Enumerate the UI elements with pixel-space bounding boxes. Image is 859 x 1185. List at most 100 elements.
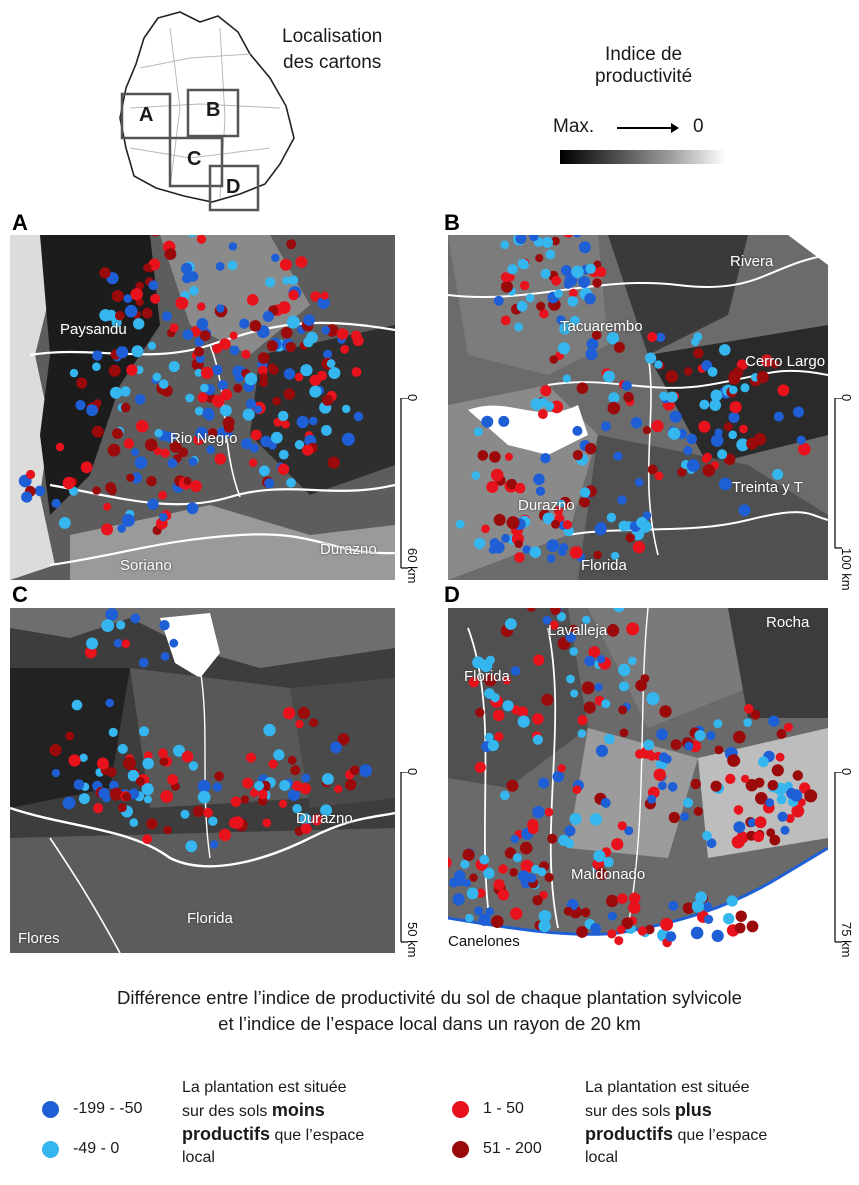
plantation-point [500, 240, 509, 250]
plantation-point [529, 235, 539, 242]
plantation-point [531, 864, 540, 874]
plantation-point [527, 823, 539, 835]
plantation-point [569, 647, 578, 656]
gradient-zero-label: 0 [693, 116, 704, 137]
place-label-durazno-a: Durazno [320, 541, 377, 558]
plantation-point [734, 922, 746, 934]
plantation-point [517, 870, 530, 883]
plantation-point [654, 471, 664, 481]
legend-label-2: -49 - 0 [73, 1140, 120, 1157]
plantation-point [613, 451, 623, 461]
plantation-point [777, 384, 790, 397]
plantation-point [180, 809, 190, 819]
plantation-point [497, 889, 510, 901]
plantation-point [143, 263, 152, 272]
plantation-point [739, 424, 748, 434]
plantation-point [706, 731, 716, 741]
plantation-point [477, 450, 489, 461]
plantation-point [572, 450, 583, 461]
plantation-point [695, 891, 707, 904]
plantation-point [245, 752, 256, 763]
plantation-point [465, 913, 474, 923]
legend-class-4: 51 - 200 [452, 1140, 542, 1158]
plantation-point [26, 469, 36, 480]
map-panel-c-terrain [10, 608, 395, 953]
plantation-point [130, 472, 143, 484]
plantation-point [608, 392, 620, 404]
plantation-point [760, 354, 773, 367]
legend-more-line3: productifs que l’espace [585, 1124, 768, 1144]
plantation-point [623, 391, 634, 403]
plantation-point [282, 707, 296, 720]
plantation-point [328, 367, 341, 379]
plantation-point [668, 427, 681, 440]
plantation-point [775, 752, 785, 762]
plantation-point [228, 242, 238, 251]
plantation-point [309, 718, 319, 728]
plantation-point [753, 831, 764, 843]
plantation-point [199, 330, 211, 341]
plantation-point [796, 435, 806, 445]
plantation-point [532, 805, 545, 819]
plantation-point [209, 840, 219, 849]
plantation-point [69, 368, 79, 378]
plantation-point [117, 524, 126, 533]
plantation-point [604, 733, 615, 745]
index-title-line2: productivité [595, 66, 693, 87]
place-label-tacuarembo: Tacuarembo [560, 318, 643, 335]
plantation-point [502, 676, 511, 685]
plantation-point [135, 419, 149, 433]
plantation-point [714, 745, 724, 755]
plantation-point [736, 438, 750, 452]
plantation-point [595, 867, 608, 880]
plantation-point [583, 701, 596, 714]
plantation-points-c [49, 608, 372, 853]
plantation-point [93, 803, 104, 814]
plantation-point [592, 278, 602, 288]
plantation-point [69, 486, 79, 496]
plantation-point [345, 779, 357, 791]
plantation-point [647, 464, 658, 475]
plantation-point [285, 341, 296, 353]
plantation-point [286, 239, 297, 250]
plantation-point [481, 524, 490, 534]
plantation-point [112, 428, 123, 439]
plantation-point [135, 776, 145, 786]
plantation-point [728, 755, 741, 767]
plantation-point [164, 248, 177, 260]
scale-bar-a: 0 60 km [398, 394, 420, 583]
legend-less-line3: productifs que l’espace [182, 1124, 365, 1144]
plantation-point [197, 302, 206, 311]
legend-dot-light-blue [42, 1140, 59, 1158]
legend-label-1: -199 - -50 [73, 1100, 143, 1117]
plantation-point [320, 804, 333, 817]
plantation-point [242, 777, 254, 789]
plantation-point [743, 718, 752, 727]
place-label-soriano: Soriano [120, 557, 172, 574]
plantation-point [636, 516, 648, 529]
plantation-point [257, 352, 270, 364]
plantation-point [626, 622, 640, 636]
plantation-point [754, 816, 767, 829]
plantation-point [804, 789, 818, 803]
plantation-point [506, 779, 519, 792]
plantation-point [618, 705, 628, 715]
scale-b-zero: 0 [839, 394, 854, 402]
plantation-point [182, 273, 192, 284]
plantation-point [212, 343, 223, 354]
plantation-point [591, 330, 602, 340]
plantation-point [283, 368, 296, 380]
plantation-point [793, 406, 804, 418]
plantation-point [340, 344, 350, 354]
plantation-point [452, 893, 465, 906]
plantation-point [713, 719, 723, 729]
plantation-point [220, 388, 233, 401]
plantation-point [283, 388, 296, 400]
plantation-point [292, 804, 302, 814]
plantation-point [656, 728, 668, 741]
place-label-durazno-c: Durazno [296, 810, 353, 827]
place-label-rio-negro: Rio Negro [170, 430, 238, 447]
plantation-point [563, 906, 573, 916]
plantation-point [197, 779, 211, 793]
plantation-point [91, 425, 104, 438]
